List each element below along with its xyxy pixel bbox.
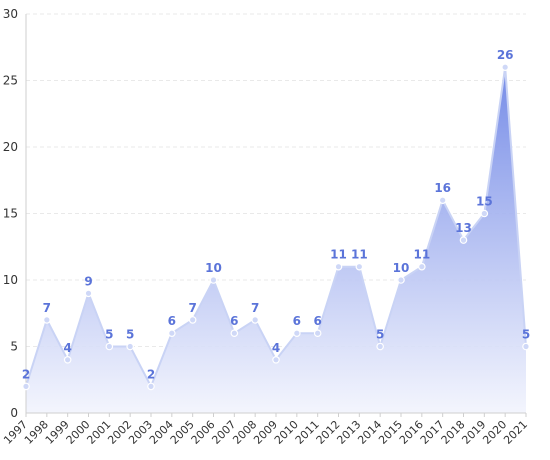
y-tick-label: 25: [3, 74, 18, 88]
data-point: [418, 262, 426, 271]
data-label: 2: [22, 367, 30, 381]
marker-layer: [22, 63, 530, 391]
y-tick-label: 20: [3, 140, 18, 154]
data-point: [522, 342, 530, 351]
data-point: [168, 329, 176, 338]
data-point: [63, 355, 72, 364]
data-label: 11: [330, 248, 347, 262]
data-point: [480, 209, 489, 218]
data-point: [43, 316, 51, 324]
series-area: [26, 67, 526, 413]
y-tick-label: 5: [10, 340, 18, 354]
data-point: [293, 329, 301, 338]
data-label: 6: [168, 314, 176, 328]
data-label: 4: [63, 341, 71, 355]
data-point: [313, 329, 322, 338]
data-label: 6: [293, 314, 301, 328]
data-point: [397, 276, 405, 284]
y-tick-label: 30: [3, 7, 18, 21]
data-point: [22, 382, 30, 391]
data-point: [355, 262, 364, 271]
data-label: 2: [147, 367, 155, 381]
data-label: 11: [351, 248, 368, 262]
data-point: [105, 342, 114, 351]
data-label: 11: [413, 248, 430, 262]
data-point: [251, 316, 259, 324]
y-tick-label: 10: [3, 273, 18, 287]
data-label: 7: [188, 301, 196, 315]
data-point: [376, 342, 384, 351]
data-label: 7: [43, 301, 51, 315]
x-tick-label: 2021: [501, 418, 530, 447]
data-label: 10: [205, 261, 222, 275]
data-label: 9: [84, 274, 92, 288]
data-label: 16: [434, 181, 451, 195]
data-label: 26: [497, 48, 514, 62]
data-label: 5: [105, 328, 113, 342]
data-label: 4: [272, 341, 280, 355]
data-point: [147, 382, 155, 391]
data-label: 5: [126, 328, 134, 342]
data-label: 7: [251, 301, 259, 315]
data-point: [84, 289, 93, 298]
data-point: [272, 355, 280, 364]
data-point: [501, 63, 509, 71]
y-tick-label: 15: [3, 207, 18, 221]
data-label: 5: [522, 328, 530, 342]
data-label: 6: [230, 314, 238, 328]
data-label: 6: [313, 314, 321, 328]
data-point: [334, 262, 343, 271]
data-label: 10: [393, 261, 410, 275]
data-label: 5: [376, 328, 384, 342]
data-point: [459, 236, 468, 244]
data-point: [230, 329, 239, 338]
data-label: 13: [455, 221, 472, 235]
data-point: [126, 342, 134, 351]
data-point: [209, 276, 218, 284]
y-tick-label: 0: [10, 406, 18, 420]
data-point: [438, 196, 447, 205]
data-label: 15: [476, 195, 493, 209]
data-point: [188, 316, 197, 324]
